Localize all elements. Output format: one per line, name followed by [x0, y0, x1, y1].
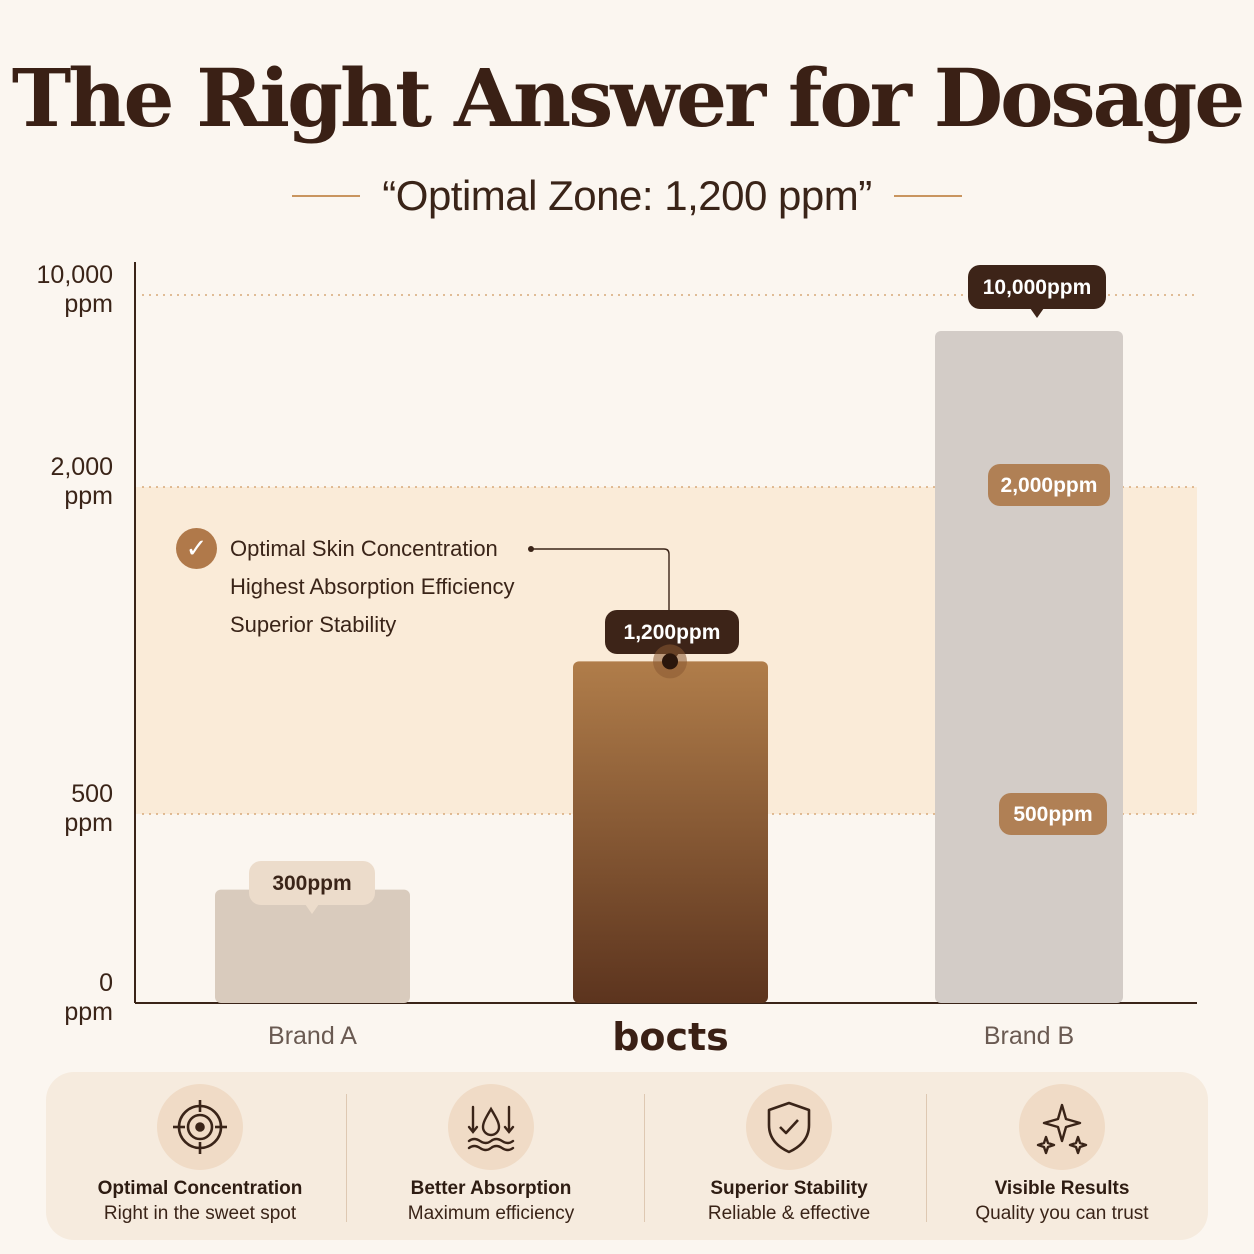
value-label-bocts-box — [605, 610, 739, 654]
feature-title: Visible Results — [994, 1178, 1130, 1199]
bocts-marker-dot — [662, 653, 678, 670]
ref-label-2000: 2,000ppm — [1001, 474, 1098, 497]
ref-label-500-box — [999, 793, 1107, 835]
value-label-brand-a: 300ppm — [272, 872, 351, 895]
divider — [926, 1094, 927, 1222]
subtitle: “Optimal Zone: 1,200 ppm” — [382, 172, 872, 219]
value-label-brand-b-pointer — [1030, 308, 1044, 318]
bar-bocts — [573, 661, 768, 1003]
subtitle-rule-right — [893, 195, 962, 197]
feature-subtitle: Reliable & effective — [707, 1203, 871, 1224]
callout-line-3: Superior Stability — [230, 612, 397, 637]
feature-subtitle: Maximum efficiency — [407, 1203, 575, 1224]
feature-better-absorption: Better Absorption Maximum efficiency — [376, 1072, 606, 1240]
y-tick-unit: ppm — [64, 998, 113, 1026]
sparkles-icon — [1019, 1084, 1105, 1170]
divider — [346, 1094, 347, 1222]
bar-brand-b — [935, 331, 1123, 1003]
feature-optimal-concentration: Optimal Concentration Right in the sweet… — [82, 1072, 318, 1240]
feature-panel: Optimal Concentration Right in the sweet… — [46, 1072, 1208, 1240]
value-label-bocts: 1,200ppm — [624, 621, 721, 644]
category-label-brand-b: Brand B — [984, 1022, 1074, 1050]
callout-connector — [531, 548, 670, 611]
feature-visible-results: Visible Results Quality you can trust — [946, 1072, 1178, 1240]
y-tick-unit: ppm — [64, 482, 113, 510]
feature-title: Optimal Concentration — [97, 1178, 303, 1199]
y-tick-label: 10,000 — [37, 261, 113, 289]
y-tick-label: 500 — [71, 780, 113, 808]
subtitle-rule-left — [292, 195, 361, 197]
ref-label-500: 500ppm — [1013, 803, 1092, 826]
y-tick-label: 2,000 — [50, 453, 113, 481]
subtitle-row: “Optimal Zone: 1,200 ppm” — [0, 168, 1254, 224]
feature-title: Superior Stability — [710, 1178, 868, 1199]
feature-title: Better Absorption — [410, 1178, 572, 1199]
y-tick-label: 0 — [99, 969, 113, 997]
feature-superior-stability: Superior Stability Reliable & effective — [674, 1072, 904, 1240]
shield-check-icon — [746, 1084, 832, 1170]
divider — [644, 1094, 645, 1222]
value-label-brand-b: 10,000ppm — [983, 276, 1092, 299]
y-tick-unit: ppm — [64, 290, 113, 318]
y-tick-unit: ppm — [64, 809, 113, 837]
feature-subtitle: Quality you can trust — [975, 1203, 1149, 1224]
feature-subtitle: Right in the sweet spot — [103, 1203, 297, 1224]
value-label-brand-a-box — [249, 861, 375, 905]
ref-label-2000-box — [988, 464, 1110, 506]
callout-line-2: Highest Absorption Efficiency — [230, 574, 515, 599]
droplet-absorption-icon — [448, 1084, 534, 1170]
value-label-brand-a-pointer — [305, 904, 319, 914]
category-label-bocts: bocts — [612, 1015, 729, 1059]
callout-line-1: Optimal Skin Concentration — [230, 536, 498, 561]
bar-brand-a — [215, 889, 410, 1003]
value-label-brand-b-box — [968, 265, 1106, 309]
check-icon: ✓ — [176, 528, 217, 569]
page-title: The Right Answer for Dosage — [11, 51, 1245, 145]
category-label-brand-a: Brand A — [268, 1022, 357, 1050]
target-icon — [157, 1084, 243, 1170]
